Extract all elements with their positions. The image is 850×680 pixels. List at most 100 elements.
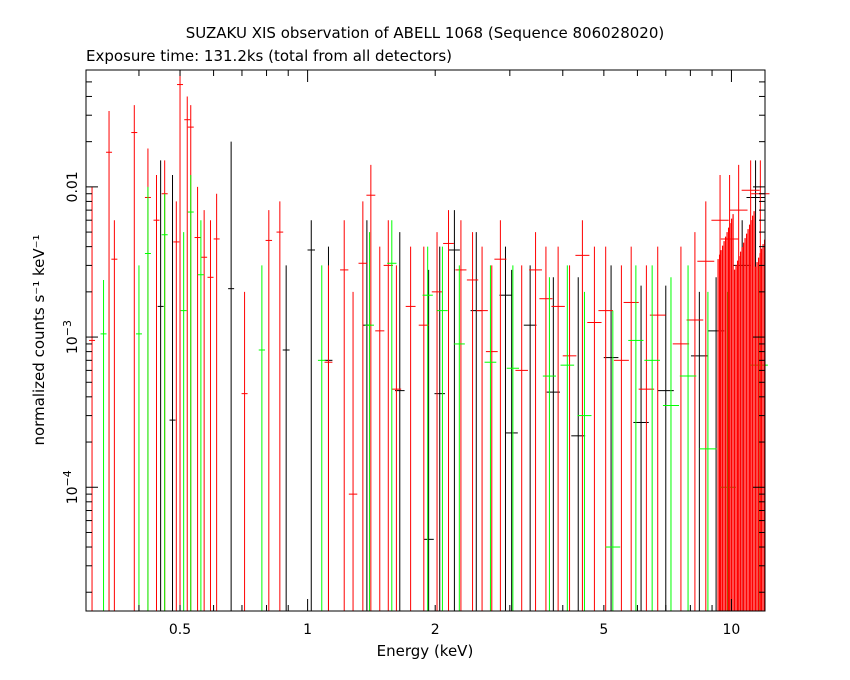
data-point bbox=[111, 220, 118, 611]
data-point bbox=[571, 277, 586, 611]
data-point bbox=[699, 291, 717, 611]
data-point bbox=[587, 246, 602, 611]
data-point bbox=[197, 220, 204, 611]
data-point bbox=[358, 201, 368, 611]
data-point bbox=[307, 220, 315, 611]
tick-layer: 0.5 1 2 5 10 10−4 10−3 0.01 bbox=[61, 69, 765, 638]
data-point bbox=[551, 246, 565, 611]
data-point bbox=[153, 174, 160, 611]
data-point bbox=[577, 291, 592, 611]
data-point bbox=[448, 210, 460, 611]
data-point bbox=[173, 201, 180, 611]
data-point bbox=[144, 186, 151, 611]
data-point bbox=[523, 265, 537, 611]
data-point bbox=[405, 246, 416, 611]
data-point bbox=[184, 96, 191, 611]
data-point bbox=[391, 265, 402, 611]
data-point bbox=[157, 160, 164, 611]
data-point bbox=[644, 265, 660, 611]
data-point bbox=[638, 265, 655, 611]
data-point bbox=[499, 246, 512, 611]
data-point bbox=[437, 246, 448, 611]
data-point bbox=[453, 265, 465, 611]
data-point bbox=[455, 220, 467, 611]
data-point bbox=[484, 265, 497, 611]
data-point bbox=[258, 265, 266, 611]
data-point bbox=[423, 269, 434, 611]
data-point bbox=[348, 291, 358, 611]
data-point bbox=[598, 246, 613, 611]
y-axis-label: normalized counts s⁻¹ keV⁻¹ bbox=[30, 234, 48, 445]
data-point bbox=[387, 220, 397, 611]
data-point bbox=[366, 164, 376, 611]
data-point bbox=[679, 265, 697, 611]
series-2 bbox=[100, 174, 768, 611]
data-point bbox=[161, 193, 168, 611]
data-point bbox=[515, 265, 528, 611]
data-point bbox=[324, 265, 333, 611]
data-point bbox=[628, 265, 644, 611]
y-tick-label: 10−4 bbox=[61, 470, 81, 504]
x-tick-label: 5 bbox=[599, 622, 608, 638]
data-point bbox=[697, 201, 715, 611]
data-point bbox=[434, 246, 446, 611]
data-point bbox=[707, 277, 725, 611]
data-layer bbox=[89, 70, 770, 611]
data-point bbox=[476, 246, 488, 611]
y-tick-label: 10−3 bbox=[61, 320, 81, 354]
x-axis-label: Energy (keV) bbox=[377, 642, 474, 660]
x-tick-label: 2 bbox=[431, 622, 440, 638]
data-point bbox=[623, 246, 639, 611]
x-tick-label: 10 bbox=[723, 622, 741, 638]
data-point bbox=[276, 201, 284, 611]
data-point bbox=[340, 220, 349, 611]
data-point bbox=[282, 265, 290, 611]
data-point bbox=[228, 141, 235, 611]
data-point bbox=[422, 246, 433, 611]
y-tick-label: 0.01 bbox=[65, 171, 81, 202]
data-point bbox=[241, 291, 248, 611]
data-point bbox=[201, 210, 208, 611]
data-point bbox=[560, 265, 575, 611]
data-point bbox=[690, 291, 708, 611]
data-point bbox=[494, 220, 507, 611]
data-point bbox=[213, 193, 220, 611]
data-point bbox=[207, 220, 214, 611]
x-tick-label: 1 bbox=[303, 622, 312, 638]
data-point bbox=[672, 246, 690, 611]
data-point bbox=[180, 232, 187, 611]
chart-subtitle: Exposure time: 131.2ks (total from all d… bbox=[86, 47, 452, 65]
data-point bbox=[135, 265, 142, 611]
data-point bbox=[375, 246, 385, 611]
x-tick-label: 0.5 bbox=[169, 622, 191, 638]
data-point bbox=[613, 265, 629, 611]
data-point bbox=[443, 210, 454, 611]
data-point bbox=[539, 246, 553, 611]
data-point bbox=[506, 265, 520, 611]
data-point bbox=[605, 310, 621, 611]
data-point bbox=[529, 232, 542, 611]
data-point bbox=[106, 111, 113, 611]
data-point bbox=[542, 277, 557, 611]
data-point bbox=[431, 232, 443, 611]
data-point bbox=[686, 232, 704, 611]
data-point bbox=[194, 186, 201, 611]
data-point bbox=[131, 105, 138, 611]
data-point bbox=[100, 279, 107, 611]
data-point bbox=[562, 265, 577, 611]
data-point bbox=[187, 174, 194, 611]
data-point bbox=[265, 210, 273, 611]
data-point bbox=[466, 232, 479, 611]
plot-frame bbox=[85, 69, 766, 612]
series-1-dense-region bbox=[717, 211, 766, 611]
data-point bbox=[485, 265, 498, 611]
data-point bbox=[662, 277, 680, 611]
data-point bbox=[89, 186, 96, 611]
chart-title: SUZAKU XIS observation of ABELL 1068 (Se… bbox=[186, 24, 664, 42]
data-point bbox=[317, 265, 326, 611]
data-point bbox=[505, 269, 518, 611]
data-point bbox=[177, 70, 184, 611]
data-point bbox=[169, 174, 176, 611]
data-point bbox=[365, 232, 374, 611]
